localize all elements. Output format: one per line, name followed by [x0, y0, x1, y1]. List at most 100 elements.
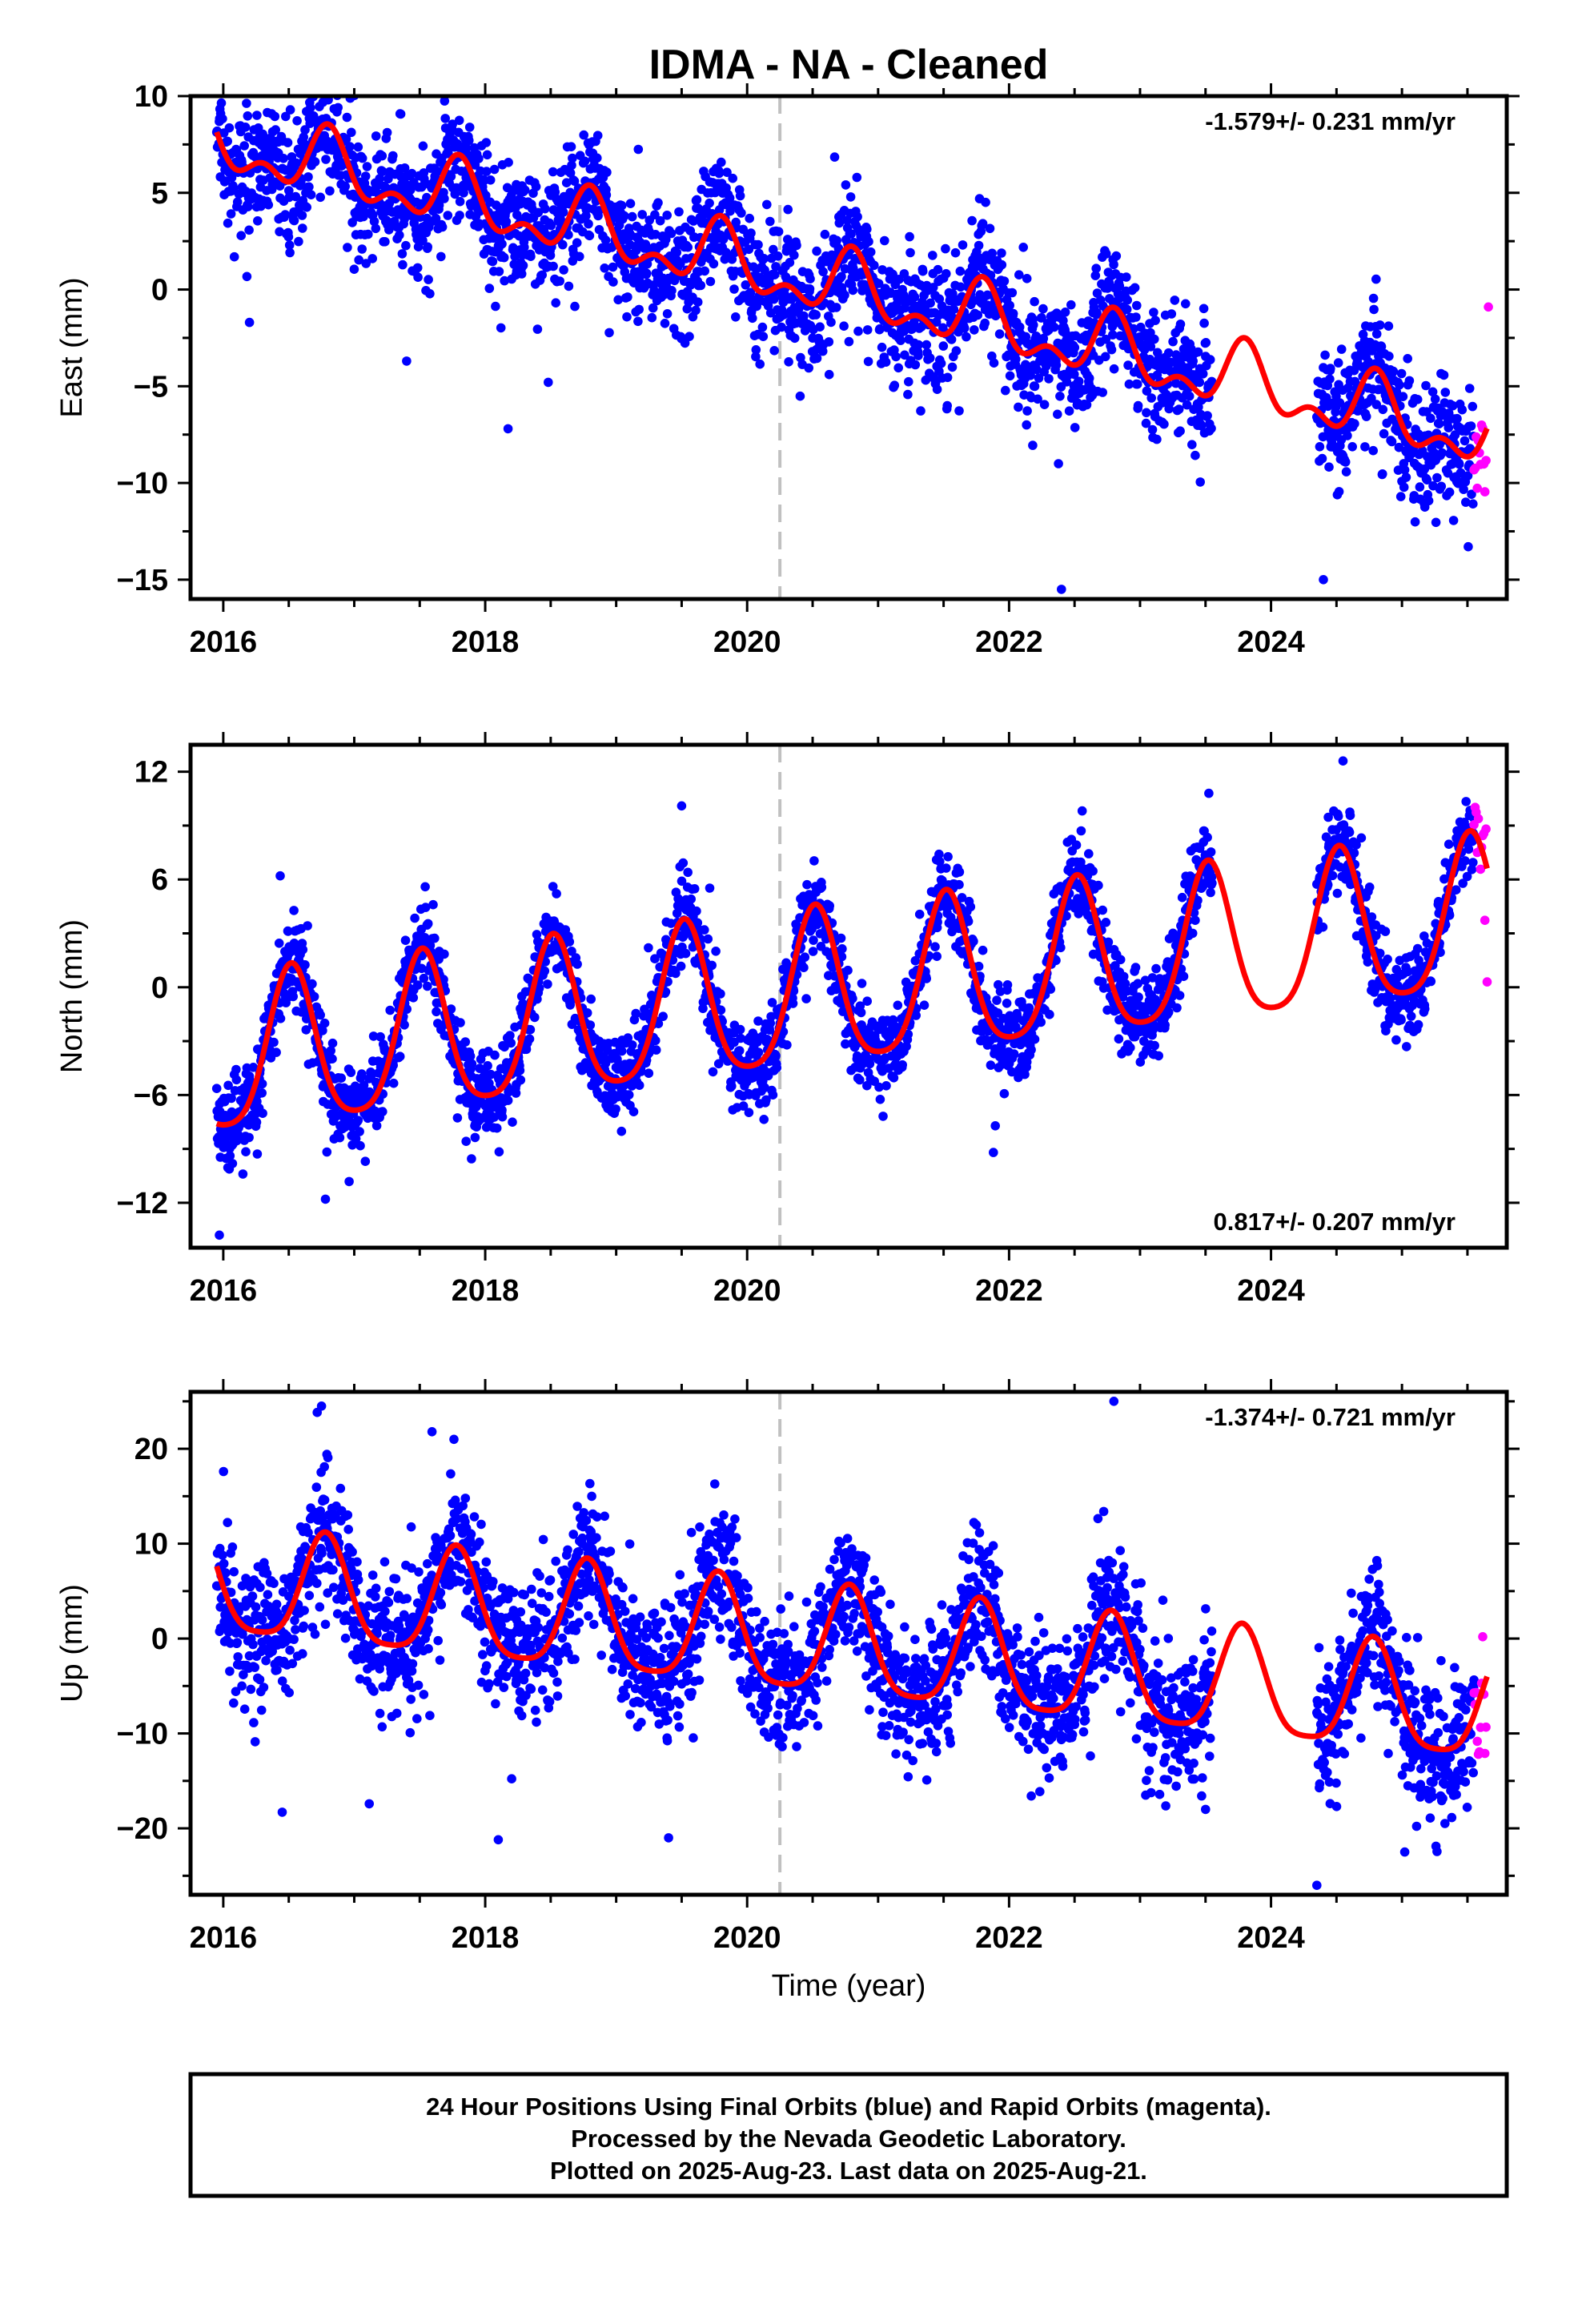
data-point: [572, 238, 582, 248]
data-point: [490, 1050, 500, 1060]
data-point: [1076, 826, 1086, 836]
data-point: [1379, 428, 1389, 439]
data-point: [362, 162, 372, 171]
data-point: [474, 154, 484, 163]
data-point: [433, 167, 443, 176]
data-point: [1398, 392, 1408, 402]
data-point: [533, 207, 544, 218]
data-point: [292, 116, 302, 126]
data-point: [516, 1075, 526, 1085]
data-point: [967, 215, 977, 226]
data-point: [1371, 274, 1381, 284]
data-point: [705, 198, 714, 208]
data-point: [1196, 421, 1207, 431]
data-point: [1334, 487, 1344, 497]
data-point: [306, 190, 316, 199]
data-point: [423, 981, 432, 991]
data-point: [1324, 462, 1334, 472]
data-point: [759, 254, 769, 263]
data-point: [1170, 296, 1180, 305]
data-point: [418, 141, 428, 151]
data-point: [862, 996, 872, 1006]
data-point: [903, 389, 913, 400]
data-point: [231, 1064, 241, 1075]
data-point: [492, 1123, 502, 1133]
data-point: [500, 275, 509, 286]
data-point: [395, 230, 404, 240]
data-point: [1034, 373, 1044, 383]
data-point: [985, 223, 995, 234]
data-point: [271, 125, 281, 135]
data-point: [893, 1000, 903, 1011]
data-point: [990, 1121, 1000, 1131]
data-point: [773, 227, 784, 237]
data-point: [531, 182, 541, 191]
data-point: [1463, 471, 1473, 480]
data-point: [1361, 412, 1371, 421]
data-point: [580, 156, 590, 167]
data-point: [837, 271, 846, 282]
data-point: [863, 356, 873, 367]
data-point: [1046, 984, 1056, 994]
data-point: [1404, 376, 1415, 386]
data-point: [1340, 457, 1351, 467]
data-point: [1124, 379, 1134, 389]
data-point: [351, 1134, 361, 1144]
data-point: [651, 1045, 661, 1055]
data-point: [680, 338, 690, 348]
data-point: [1038, 333, 1049, 344]
data-point: [548, 167, 558, 177]
data-point: [281, 111, 291, 122]
data-point: [818, 267, 828, 277]
data-point: [1456, 468, 1466, 478]
data-point: [1147, 424, 1158, 435]
data-point: [218, 114, 227, 124]
data-point: [1098, 905, 1107, 915]
data-point: [269, 1037, 279, 1047]
data-point: [302, 202, 312, 212]
data-point: [1399, 482, 1409, 493]
data-point: [327, 1054, 337, 1063]
data-point: [696, 280, 706, 291]
data-point: [745, 213, 754, 223]
data-point: [489, 164, 500, 175]
data-point: [397, 249, 408, 259]
data-point: [769, 244, 778, 255]
data-point: [909, 292, 920, 302]
data-point: [223, 218, 233, 228]
data-point: [672, 247, 682, 258]
data-point: [1109, 364, 1119, 374]
data-point: [461, 1136, 471, 1146]
data-point: [349, 264, 359, 275]
data-point: [928, 251, 938, 260]
data-point: [1198, 369, 1208, 379]
data-point: [735, 191, 745, 201]
data-point: [537, 270, 547, 280]
data-point: [572, 959, 582, 969]
data-point: [833, 243, 844, 253]
data-point: [1005, 371, 1015, 381]
data-point: [543, 979, 552, 989]
data-point: [1077, 806, 1087, 816]
data-point: [1378, 469, 1387, 479]
data-point: [837, 944, 847, 954]
data-point: [1388, 366, 1399, 376]
data-point: [692, 906, 701, 916]
data-point: [211, 1084, 222, 1093]
data-point: [862, 325, 873, 335]
data-point: [1014, 322, 1025, 332]
data-point: [413, 272, 423, 283]
data-point: [666, 228, 677, 239]
data-point: [1163, 348, 1174, 358]
data-point: [283, 138, 293, 147]
data-point: [1436, 481, 1447, 492]
data-point: [585, 1020, 596, 1030]
data-point: [958, 240, 968, 250]
data-point: [921, 340, 931, 350]
data-point: [388, 1078, 399, 1088]
y-tick-label: 5: [151, 177, 168, 211]
data-point: [783, 204, 793, 215]
data-point: [1049, 322, 1059, 332]
data-point: [481, 138, 492, 147]
